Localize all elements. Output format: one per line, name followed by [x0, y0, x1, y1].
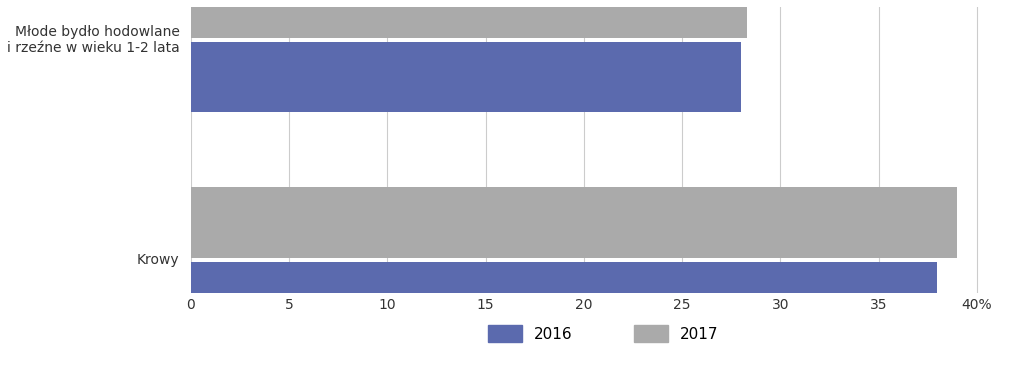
Bar	[191, 42, 741, 112]
Bar	[191, 0, 747, 38]
Legend: 2016, 2017: 2016, 2017	[483, 319, 724, 348]
Bar	[191, 187, 958, 258]
Bar	[191, 262, 937, 332]
